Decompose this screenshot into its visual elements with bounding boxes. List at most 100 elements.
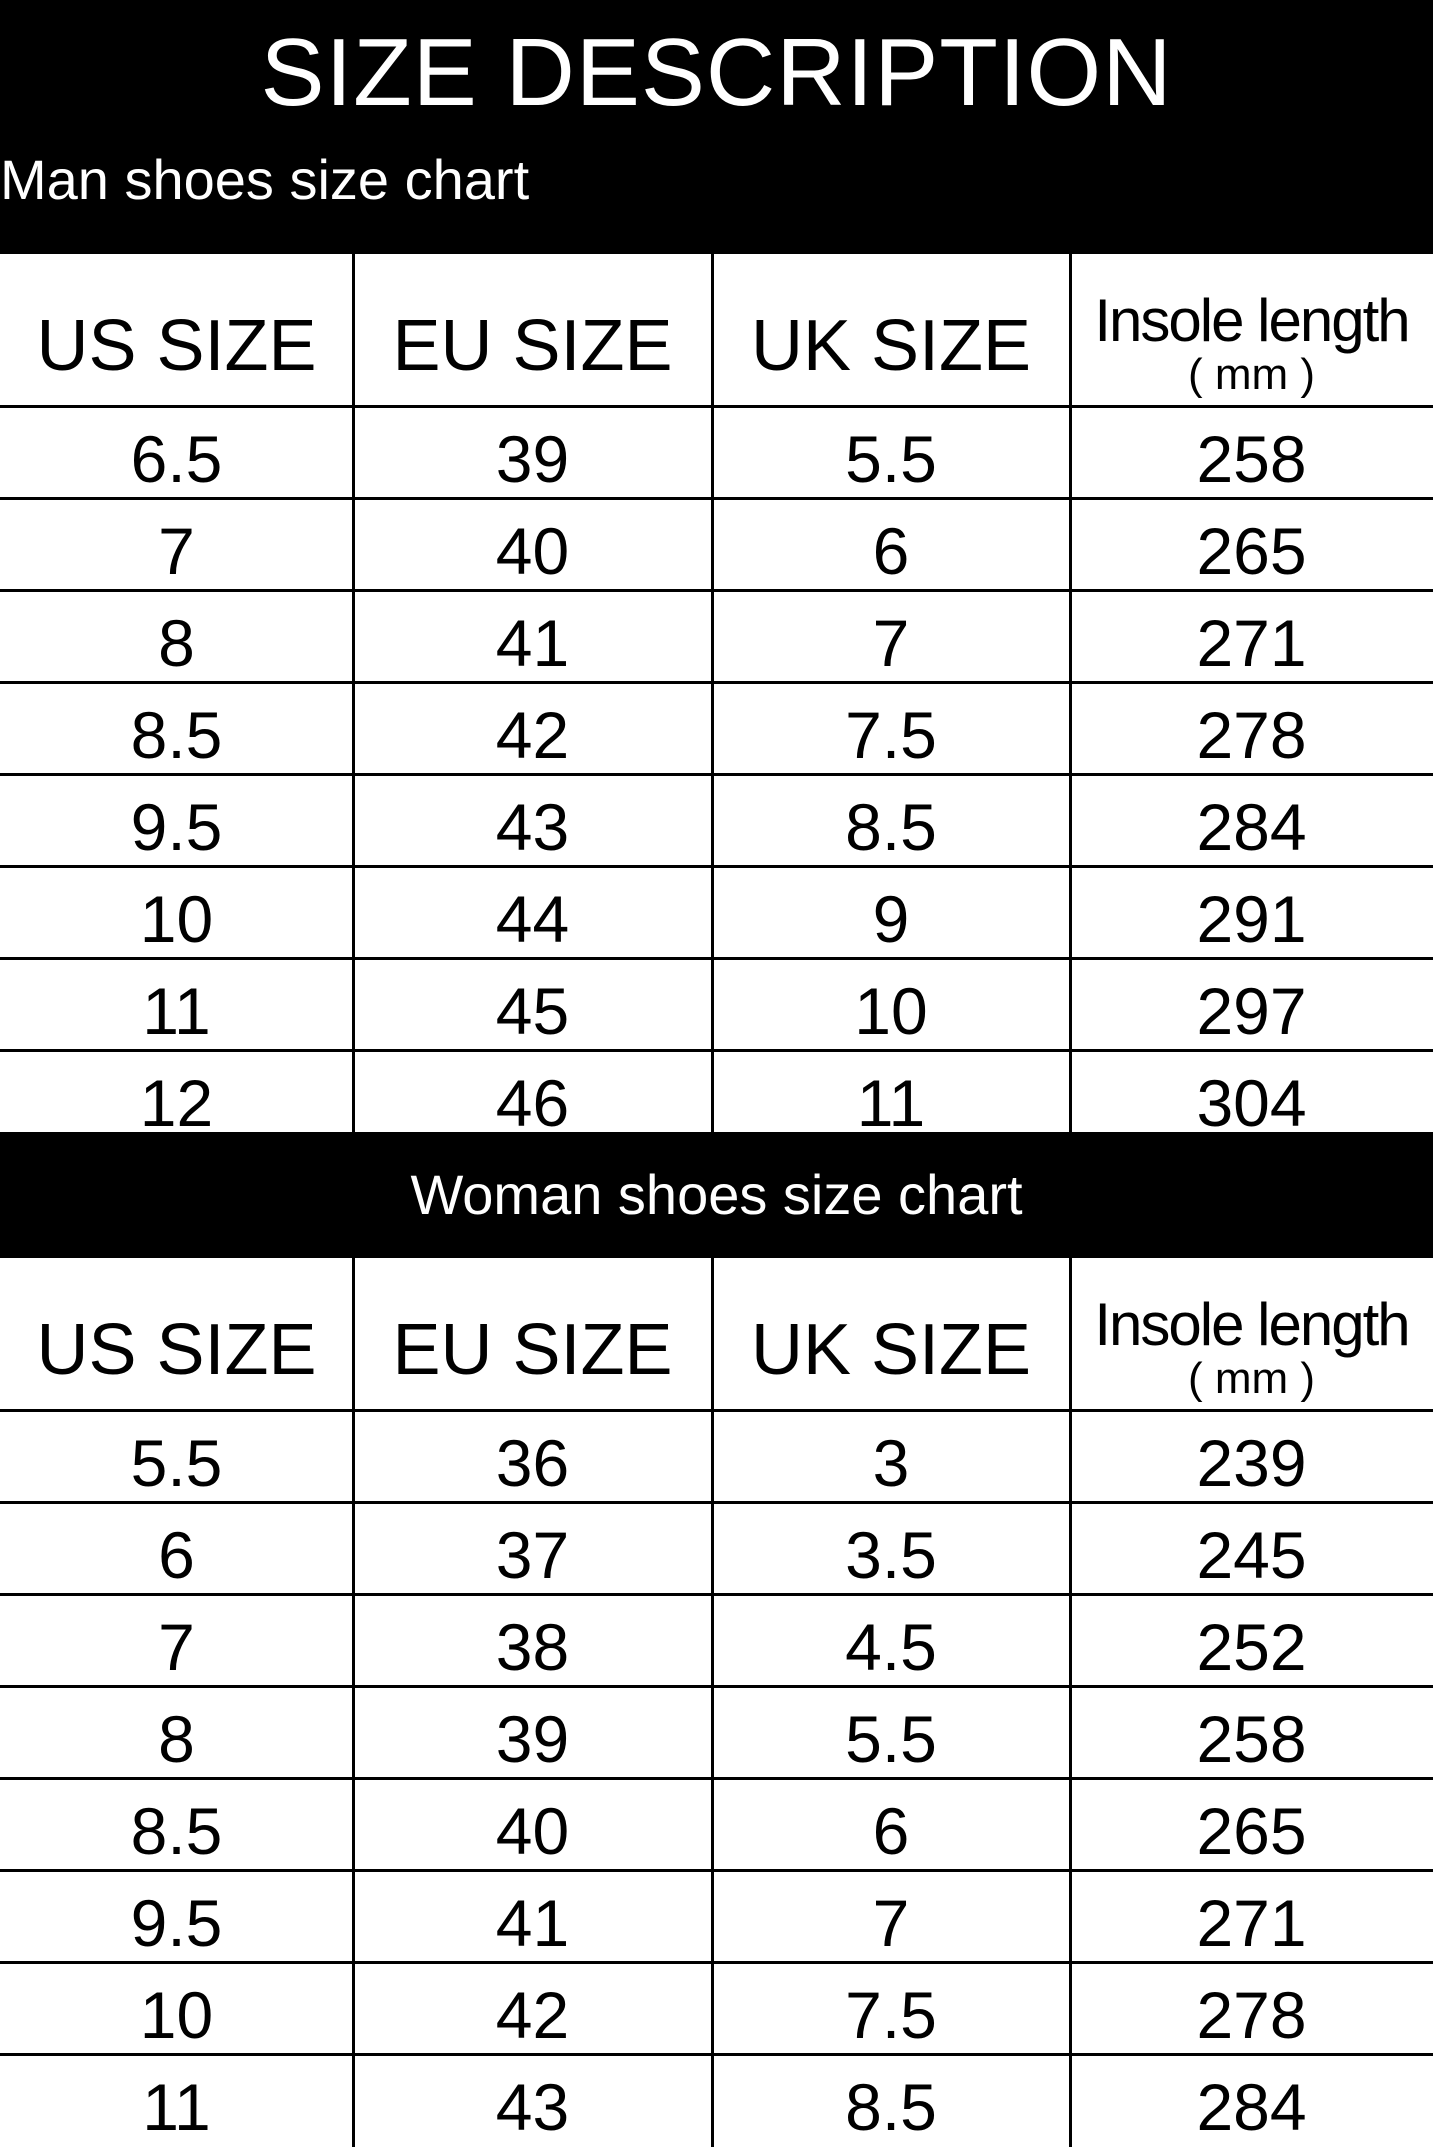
table-cell: 40 [495, 1794, 570, 1868]
table-cell: 12 [139, 1066, 214, 1140]
table-cell: 43 [495, 2070, 570, 2144]
table-cell: 39 [495, 1702, 570, 1776]
row-line [0, 957, 1433, 960]
table-cell: 10 [139, 1978, 214, 2052]
row-line [0, 1501, 1433, 1504]
table-cell: 3 [872, 1426, 910, 1500]
table-cell: 8.5 [845, 2070, 937, 2144]
table-cell: 11 [856, 1066, 926, 1140]
table-cell: 278 [1196, 1978, 1307, 2052]
table-cell: 284 [1196, 2070, 1307, 2144]
table-cell: 9 [872, 882, 910, 956]
table-cell: 39 [495, 422, 570, 496]
table-cell: 7.5 [845, 1978, 937, 2052]
table-cell: 4.5 [845, 1610, 937, 1684]
unit-label: ( mm ) [1187, 349, 1316, 399]
table-cell: 36 [495, 1426, 570, 1500]
title: SIZE DESCRIPTION [260, 19, 1173, 126]
row-line [0, 1049, 1433, 1052]
table-cell: 37 [495, 1518, 570, 1592]
table-cell: 45 [495, 974, 570, 1048]
table-cell: 44 [495, 882, 570, 956]
column-line [1069, 1258, 1072, 2147]
column-header: Insole length( mm ) [1070, 254, 1433, 407]
row-line [0, 1869, 1433, 1872]
table-cell: 6 [872, 1794, 910, 1868]
table-cell: 6 [158, 1518, 195, 1592]
subtitle: Man shoes size chart [0, 148, 530, 211]
table-cell: 8 [158, 606, 195, 680]
table-cell: 43 [495, 790, 570, 864]
column-header: Insole length( mm ) [1070, 1258, 1433, 1411]
table-cell: 284 [1196, 790, 1307, 864]
table-cell: 271 [1196, 1886, 1307, 1960]
column-header: EU SIZE [392, 305, 673, 386]
column-header: US SIZE [36, 1309, 317, 1390]
table-cell: 42 [495, 698, 570, 772]
column-line [352, 254, 355, 1143]
table-cell: 304 [1196, 1066, 1307, 1140]
table-cell: 11 [142, 2070, 211, 2144]
table-cell: 265 [1196, 514, 1307, 588]
header-band: SIZE DESCRIPTION [0, 0, 1433, 254]
row-line [0, 1961, 1433, 1964]
column-line [711, 254, 714, 1143]
table-cell: 11 [142, 974, 211, 1048]
table-cell: 6 [872, 514, 910, 588]
table-cell: 9.5 [130, 1886, 223, 1960]
table-cell: 5.5 [845, 422, 937, 496]
table-cell: 258 [1196, 422, 1307, 496]
row-line [0, 1777, 1433, 1780]
table-cell: 252 [1196, 1610, 1307, 1684]
column-header-text: Insole length [1094, 1290, 1410, 1358]
table-cell: 8.5 [130, 698, 223, 772]
row-line [0, 1685, 1433, 1688]
row-line [0, 681, 1433, 684]
row-line [0, 589, 1433, 592]
table-cell: 271 [1196, 606, 1307, 680]
table-cell: 8 [158, 1702, 195, 1776]
table-cell: 5.5 [845, 1702, 937, 1776]
table-cell: 8.5 [845, 790, 937, 864]
table-cell: 42 [495, 1978, 570, 2052]
table-cell: 239 [1196, 1426, 1307, 1500]
column-header: UK SIZE [750, 1309, 1032, 1390]
table-cell: 5.5 [130, 1426, 223, 1500]
caption-band: Woman shoes size chart [0, 1132, 1433, 1258]
table-cell: 8.5 [130, 1794, 223, 1868]
table-cell: 46 [495, 1066, 570, 1140]
table-cell: 41 [495, 606, 570, 680]
row-line [0, 773, 1433, 776]
table-cell: 9.5 [130, 790, 223, 864]
row-line [0, 405, 1433, 408]
column-header-text: Insole length [1094, 286, 1410, 354]
table-cell: 10 [854, 974, 928, 1048]
column-line [352, 1258, 355, 2147]
subtitle: Woman shoes size chart [410, 1163, 1023, 1226]
column-header: US SIZE [36, 305, 317, 386]
table-cell: 7 [158, 1610, 195, 1684]
table-cell: 7.5 [845, 698, 937, 772]
table-cell: 10 [139, 882, 214, 956]
unit-label: ( mm ) [1187, 1353, 1316, 1403]
table-cell: 40 [495, 514, 570, 588]
table-cell: 245 [1196, 1518, 1307, 1592]
row-line [0, 865, 1433, 868]
row-line [0, 1409, 1433, 1412]
column-line [711, 1258, 714, 2147]
row-line [0, 497, 1433, 500]
table-cell: 258 [1196, 1702, 1307, 1776]
table-cell: 38 [495, 1610, 570, 1684]
table-cell: 41 [495, 1886, 570, 1960]
column-header: UK SIZE [750, 305, 1032, 386]
table-cell: 291 [1196, 882, 1307, 956]
table-cell: 6.5 [130, 422, 223, 496]
table-cell: 297 [1196, 974, 1307, 1048]
table-cell: 265 [1196, 1794, 1307, 1868]
table-cell: 278 [1196, 698, 1307, 772]
column-header: EU SIZE [392, 1309, 673, 1390]
table-cell: 7 [872, 606, 910, 680]
table-cell: 7 [158, 514, 195, 588]
row-line [0, 1593, 1433, 1596]
